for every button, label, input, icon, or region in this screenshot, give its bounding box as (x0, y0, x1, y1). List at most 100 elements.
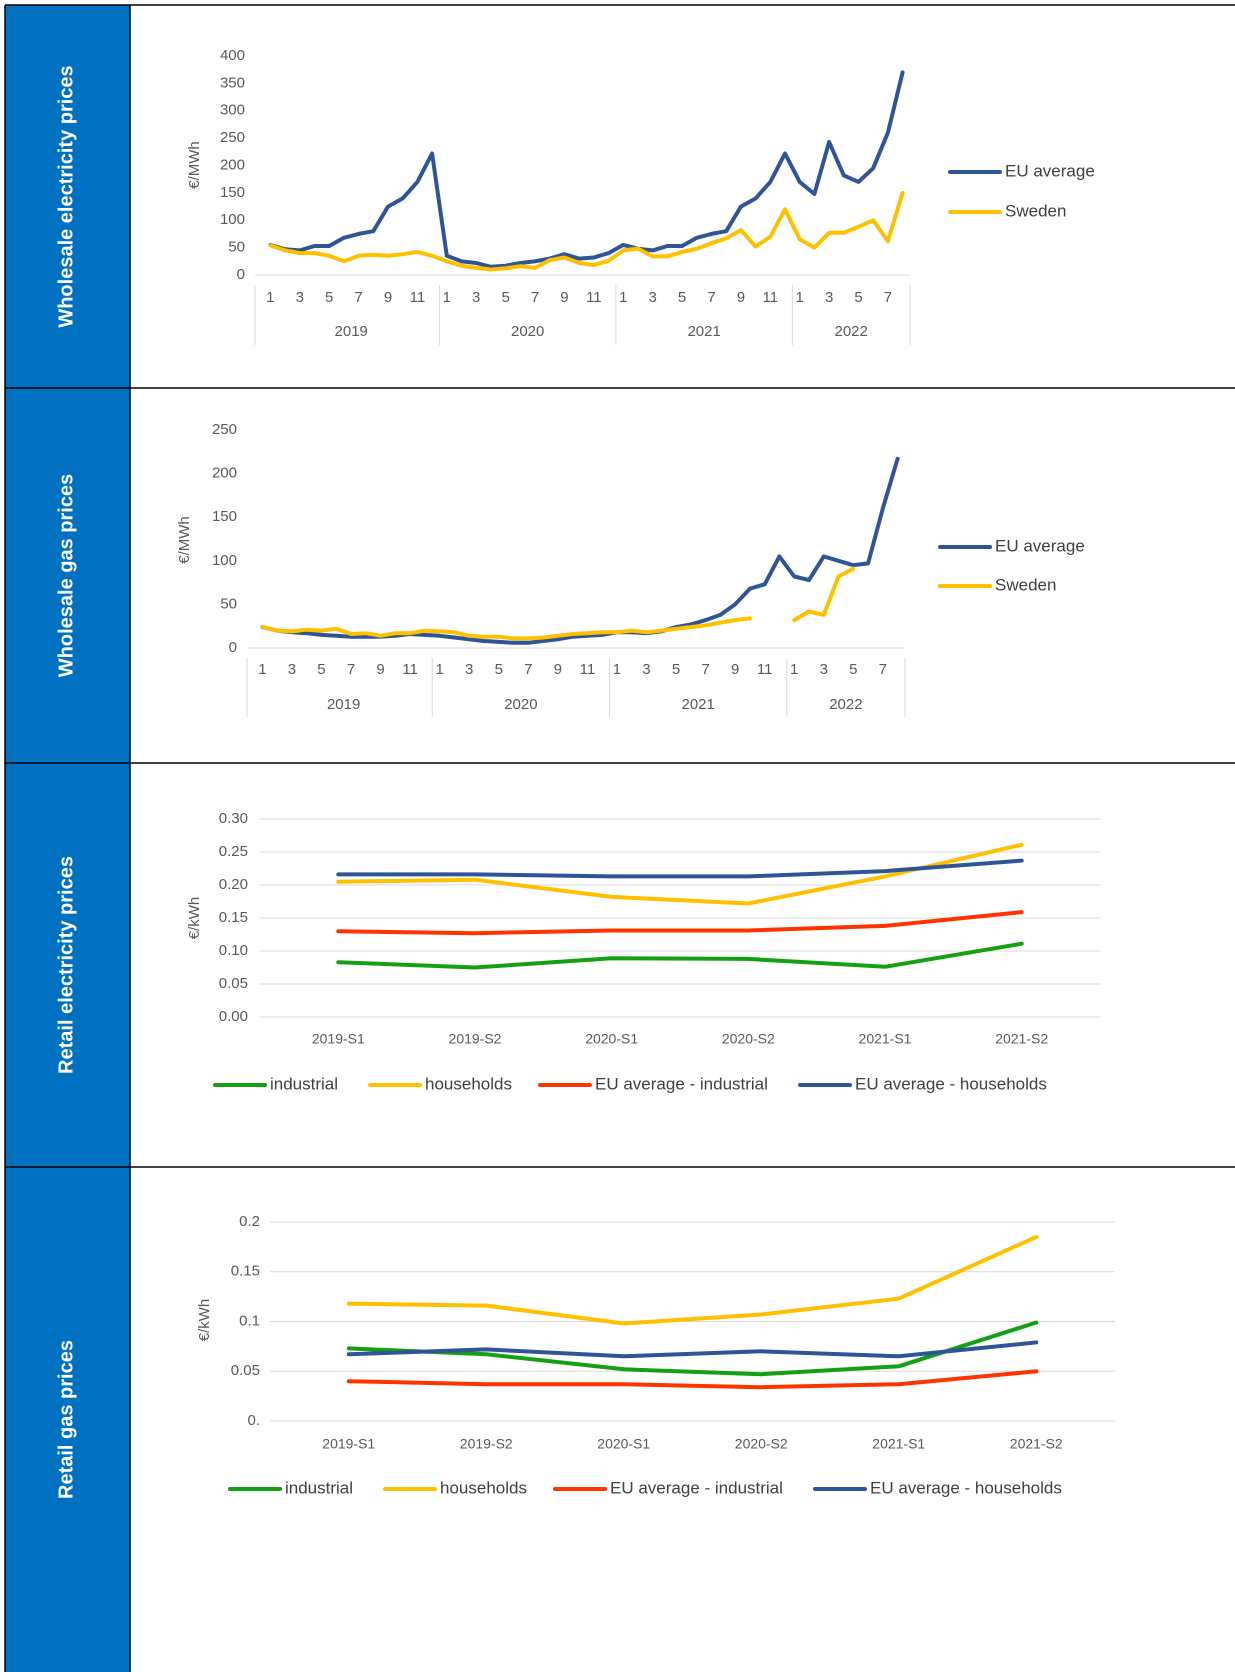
y-axis-title: €/kWh (196, 1299, 213, 1342)
x-tick-label: 11 (410, 289, 426, 306)
x-tick-label: 7 (347, 661, 355, 678)
y-tick-label: 0.20 (219, 876, 248, 893)
x-tick-label: 3 (648, 289, 656, 306)
x-tick-label: 9 (560, 289, 568, 306)
series-line (336, 941, 1024, 970)
y-tick-label: 100 (220, 211, 245, 228)
y-tick-label: 0.1 (239, 1312, 260, 1329)
legend-label: households (440, 1478, 527, 1497)
y-tick-label: 0.30 (219, 810, 248, 827)
x-tick-label: 7 (354, 289, 362, 306)
x-tick-label: 7 (701, 661, 709, 678)
x-tick-label: 2020-S2 (722, 1031, 775, 1047)
legend-label: EU average (1005, 161, 1095, 180)
y-axis-title: €/kWh (186, 897, 203, 940)
x-tick-label: 5 (849, 661, 857, 678)
series-line (336, 858, 1024, 879)
x-tick-label: 9 (737, 289, 745, 306)
group-label: 2022 (834, 323, 867, 340)
y-tick-label: 100 (212, 552, 237, 569)
x-tick-label: 2020-S2 (735, 1436, 788, 1452)
x-tick-label: 9 (731, 661, 739, 678)
y-tick-label: 0.25 (219, 843, 248, 860)
legend-label: Sweden (995, 575, 1056, 594)
series-line (260, 456, 900, 645)
y-tick-label: 0 (229, 639, 237, 656)
group-label: 2021 (687, 323, 720, 340)
x-tick-label: 1 (435, 661, 443, 678)
y-axis-title: €/MWh (186, 141, 203, 189)
y-tick-label: 200 (212, 465, 237, 482)
y-tick-label: 50 (228, 239, 245, 256)
group-label: 2020 (504, 696, 537, 713)
x-tick-label: 3 (296, 289, 304, 306)
y-tick-label: 0.10 (219, 942, 248, 959)
y-tick-label: 0 (237, 266, 245, 283)
x-tick-label: 2021-S1 (872, 1436, 925, 1452)
x-tick-label: 11 (580, 661, 596, 678)
y-tick-label: 200 (220, 156, 245, 173)
y-tick-label: 400 (220, 47, 245, 64)
table-borders (4, 4, 1235, 1672)
x-tick-label: 7 (524, 661, 532, 678)
x-tick-label: 11 (402, 661, 418, 678)
y-tick-label: 0.15 (219, 909, 248, 926)
series-line (346, 1369, 1039, 1390)
y-tick-label: 150 (212, 508, 237, 525)
y-tick-label: 0. (247, 1412, 260, 1429)
series-line (346, 1320, 1039, 1377)
y-axis-title: €/MWh (176, 516, 193, 564)
x-tick-label: 5 (495, 661, 503, 678)
series-line (268, 190, 905, 272)
x-tick-label: 1 (258, 661, 266, 678)
series-line (336, 910, 1024, 936)
legend-label: EU average - industrial (595, 1074, 768, 1093)
x-tick-label: 2021-S2 (1010, 1436, 1063, 1452)
x-tick-label: 3 (642, 661, 650, 678)
x-tick-label: 2020-S1 (585, 1031, 638, 1047)
x-tick-label: 2021-S1 (859, 1031, 912, 1047)
x-tick-label: 1 (266, 289, 274, 306)
x-tick-label: 7 (531, 289, 539, 306)
x-tick-label: 7 (884, 289, 892, 306)
group-label: 2019 (335, 323, 368, 340)
x-tick-label: 5 (672, 661, 680, 678)
y-tick-label: 0.05 (219, 975, 248, 992)
x-tick-label: 1 (613, 661, 621, 678)
x-tick-label: 7 (879, 661, 887, 678)
legend-label: EU average - households (870, 1478, 1062, 1497)
series-line (346, 1340, 1039, 1359)
side-band (5, 5, 130, 1672)
x-tick-label: 7 (707, 289, 715, 306)
x-tick-label: 2019-S1 (312, 1031, 365, 1047)
group-label: 2020 (511, 323, 544, 340)
series-line (346, 1234, 1039, 1326)
y-tick-label: 300 (220, 102, 245, 119)
y-tick-label: 0.05 (231, 1362, 260, 1379)
x-tick-label: 9 (554, 661, 562, 678)
x-tick-label: 5 (854, 289, 862, 306)
x-tick-label: 5 (325, 289, 333, 306)
x-tick-label: 11 (586, 289, 602, 306)
x-tick-label: 1 (796, 289, 804, 306)
legend-label: EU average - industrial (610, 1478, 783, 1497)
y-tick-label: 250 (212, 421, 237, 438)
x-tick-label: 2019-S2 (449, 1031, 502, 1047)
x-tick-label: 3 (825, 289, 833, 306)
row-header: Retail electricity prices (55, 856, 77, 1074)
x-tick-label: 1 (443, 289, 451, 306)
group-label: 2021 (681, 696, 714, 713)
x-tick-label: 2020-S1 (597, 1436, 650, 1452)
legend-label: industrial (270, 1074, 338, 1093)
legend-label: households (425, 1074, 512, 1093)
legend-label: Sweden (1005, 201, 1066, 220)
y-tick-label: 0.2 (239, 1213, 260, 1230)
x-tick-label: 9 (384, 289, 392, 306)
x-tick-label: 2019-S1 (322, 1436, 375, 1452)
row-header: Wholesale electricity prices (55, 65, 77, 327)
x-tick-label: 1 (619, 289, 627, 306)
x-tick-label: 3 (465, 661, 473, 678)
x-tick-label: 5 (678, 289, 686, 306)
x-tick-label: 3 (820, 661, 828, 678)
